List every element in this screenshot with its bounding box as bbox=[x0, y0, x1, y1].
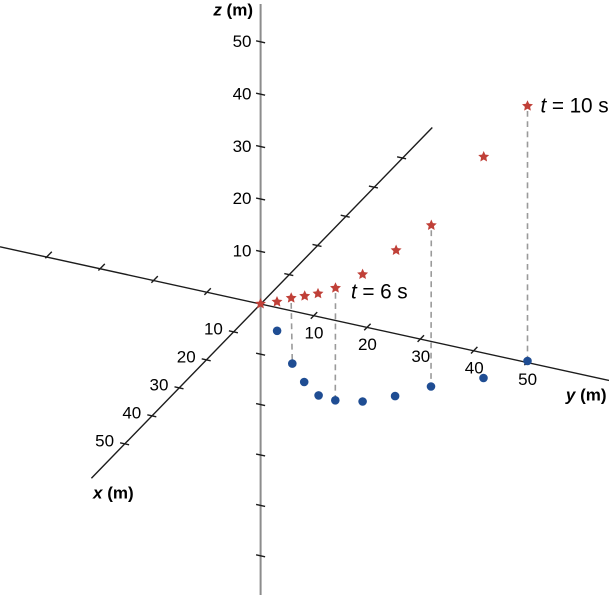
svg-text:t = 10 s: t = 10 s bbox=[541, 94, 609, 117]
svg-text:30: 30 bbox=[150, 376, 169, 395]
svg-text:40: 40 bbox=[122, 404, 141, 423]
svg-text:40: 40 bbox=[465, 358, 484, 377]
svg-text:10: 10 bbox=[305, 324, 324, 343]
svg-text:40: 40 bbox=[233, 84, 252, 103]
svg-text:50: 50 bbox=[233, 32, 252, 51]
svg-text:50: 50 bbox=[95, 432, 114, 451]
svg-text:50: 50 bbox=[518, 370, 537, 389]
svg-text:30: 30 bbox=[233, 137, 252, 156]
svg-text:y (m): y (m) bbox=[565, 385, 607, 404]
svg-text:10: 10 bbox=[233, 242, 252, 261]
svg-text:30: 30 bbox=[411, 347, 430, 366]
svg-text:t = 6 s: t = 6 s bbox=[351, 281, 408, 304]
svg-text:20: 20 bbox=[358, 335, 377, 354]
svg-text:10: 10 bbox=[204, 320, 223, 339]
svg-text:x (m): x (m) bbox=[92, 483, 134, 502]
svg-text:20: 20 bbox=[177, 348, 196, 367]
svg-text:20: 20 bbox=[233, 189, 252, 208]
svg-text:z (m): z (m) bbox=[212, 0, 253, 19]
